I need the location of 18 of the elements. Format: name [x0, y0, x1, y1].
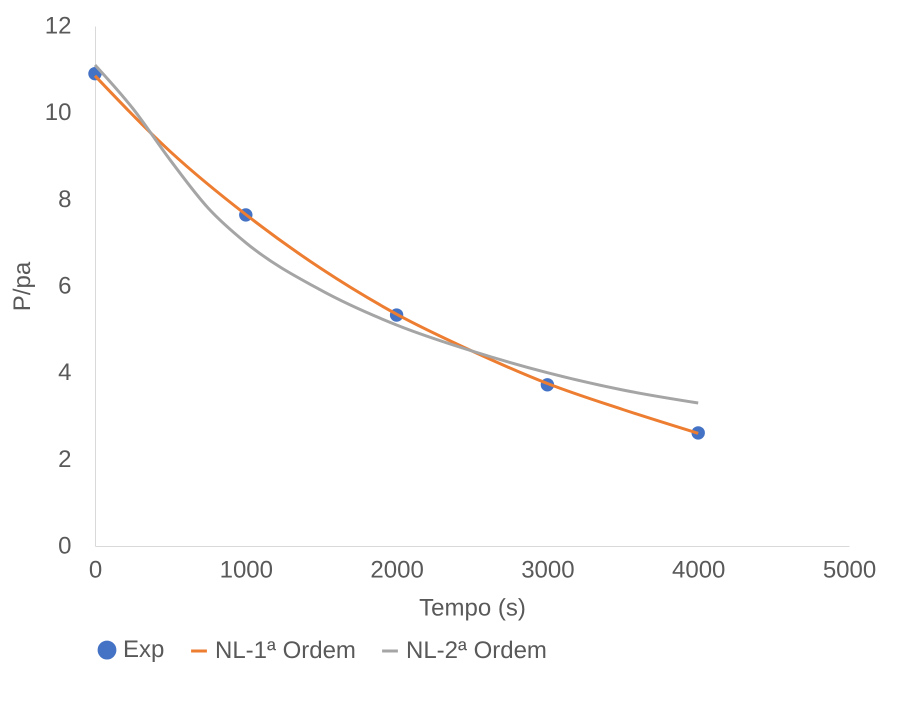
- legend-label: NL-2ª Ordem: [406, 637, 547, 664]
- y-tick-label: 12: [44, 12, 72, 40]
- x-tick-label: 3000: [521, 556, 575, 584]
- x-tick-label: 1000: [220, 556, 273, 584]
- y-axis-title: P/pa: [8, 261, 36, 312]
- y-tick-label: 0: [58, 532, 72, 560]
- x-tick-label: 4000: [672, 556, 726, 584]
- x-tick-label: 0: [88, 556, 102, 584]
- y-tick-label: 10: [44, 99, 72, 126]
- x-tick-label: 2000: [370, 556, 424, 584]
- x-axis-title: Tempo (s): [419, 594, 526, 622]
- legend-label: NL-1ª Ordem: [215, 637, 356, 664]
- y-tick-label: 2: [58, 446, 72, 473]
- y-tick-label: 6: [58, 272, 72, 300]
- legend-label: Exp: [123, 636, 164, 664]
- y-tick-label: 8: [58, 186, 72, 213]
- x-tick-label: 5000: [822, 556, 876, 584]
- y-tick-label: 4: [58, 359, 72, 386]
